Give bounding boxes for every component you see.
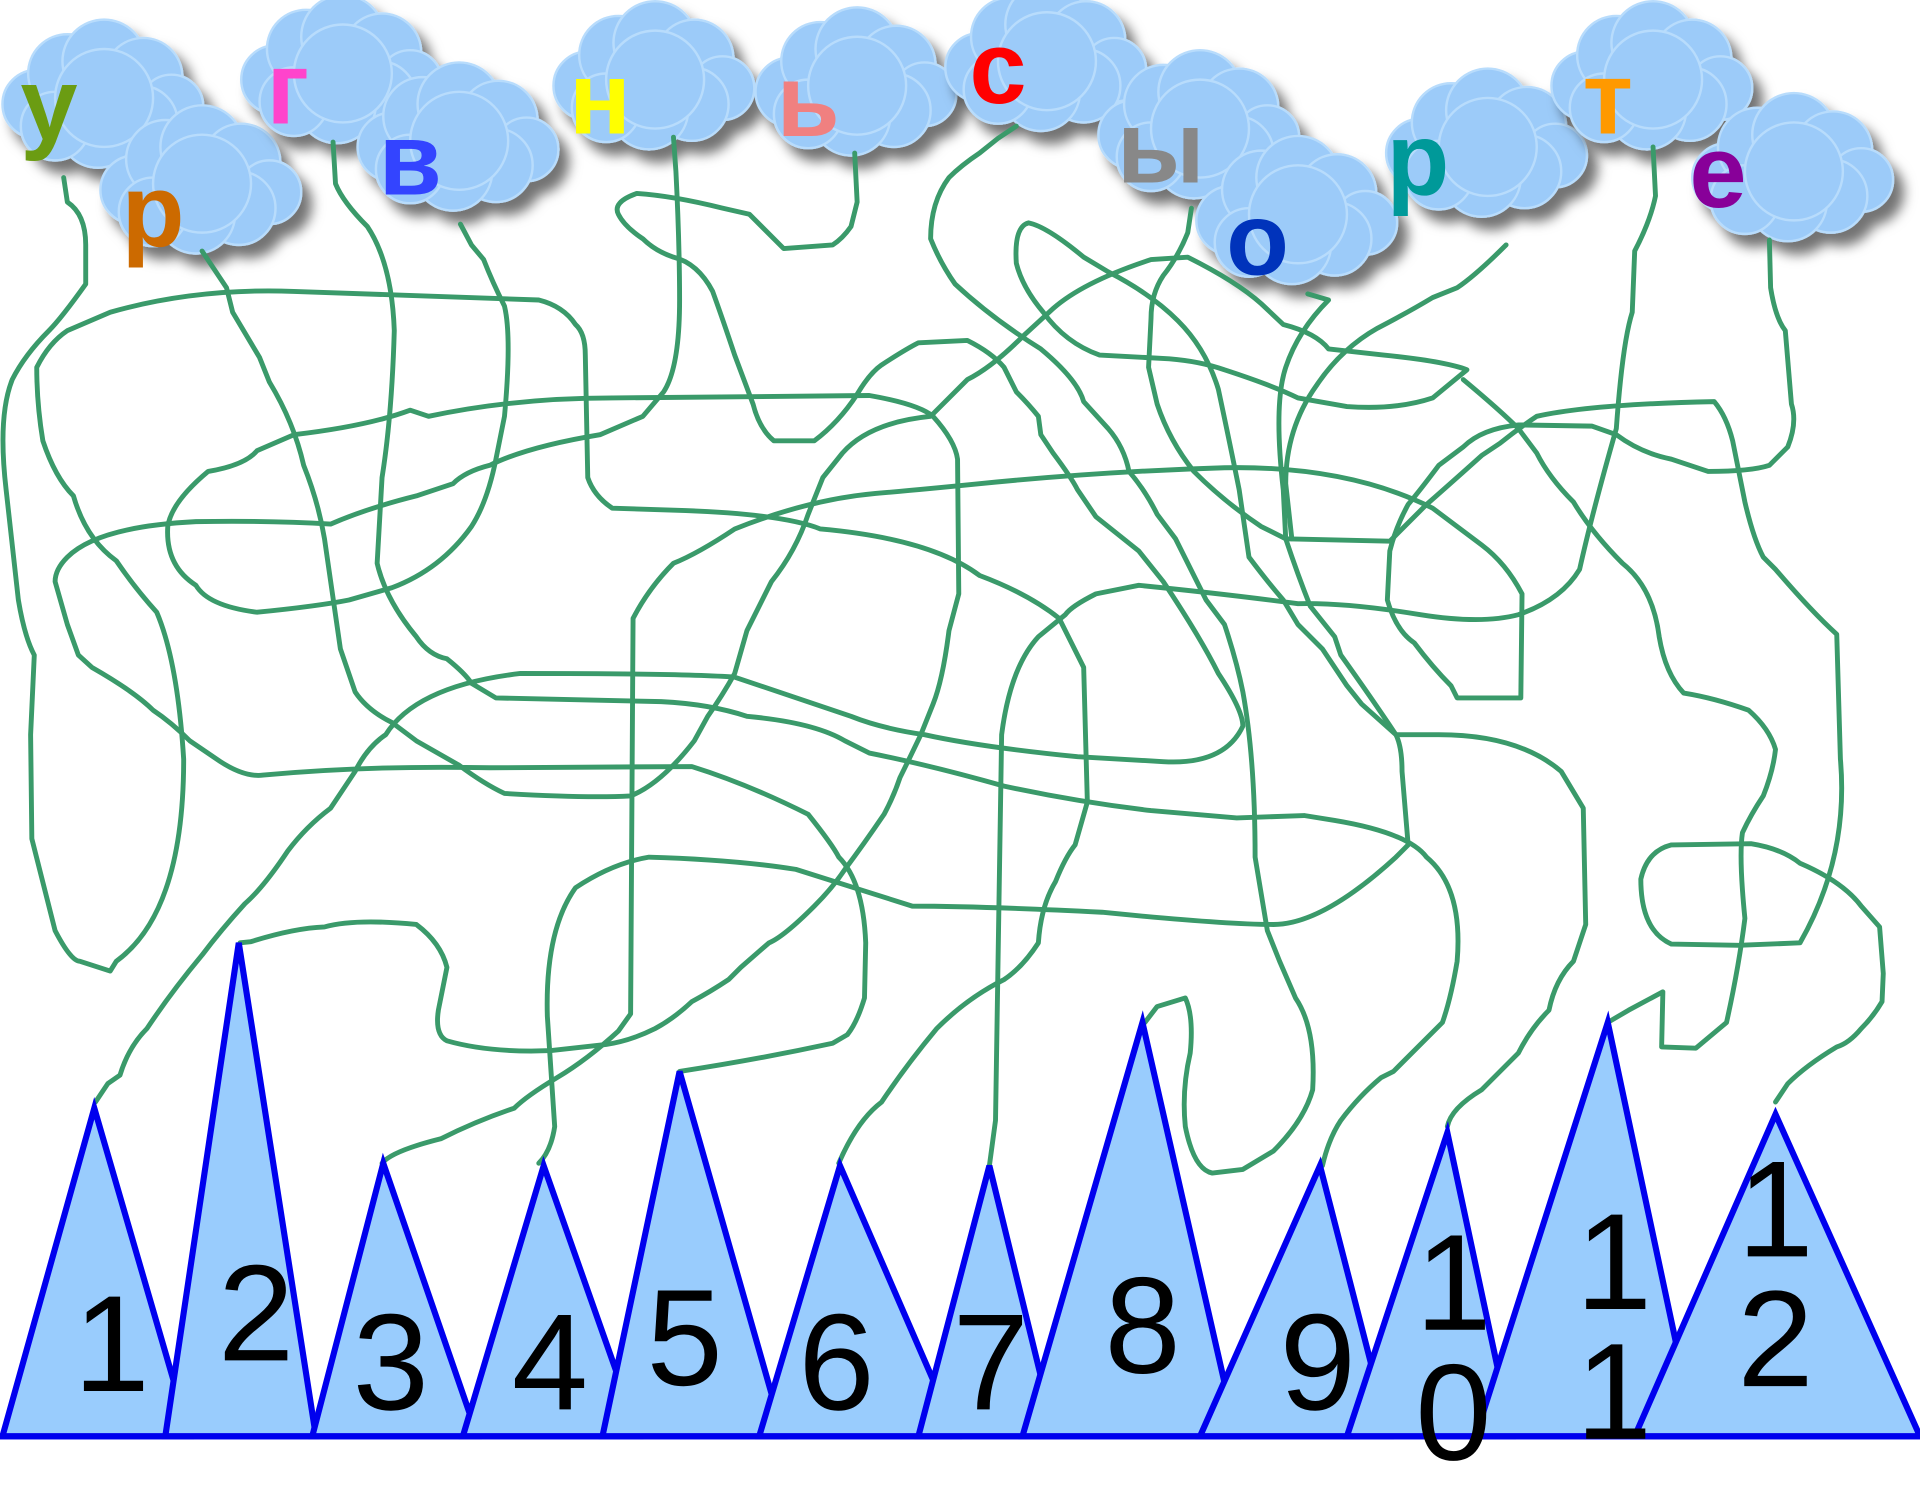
letter: у [20,46,78,162]
cloud-puff [408,90,510,192]
cloud [552,0,756,151]
line [536,291,1411,1166]
number-label: 4 [511,1285,589,1439]
line [928,123,1316,1176]
line [1146,205,1886,1105]
cloud-puff [1602,29,1704,130]
number-label: 1 [73,1267,150,1421]
letter: о [1226,181,1289,297]
letter: ы [1116,89,1205,205]
cloud [1384,67,1589,218]
letter: н [568,40,632,156]
letter: ь [776,42,840,158]
number-label: 8 [1104,1248,1181,1403]
letter: р [121,153,185,269]
cloud [1195,134,1399,286]
cloud [99,104,303,255]
letter: е [1689,113,1747,229]
line [986,144,1658,1169]
cloud-puff [292,23,394,124]
letter: т [1582,40,1633,156]
line [1460,377,1778,1051]
letter: р [1386,101,1450,217]
cloud-puff [151,133,253,234]
number-label: 7 [952,1285,1029,1439]
line [52,134,869,1074]
cloud [1550,0,1754,151]
cloud-puff [1437,96,1538,198]
cloud-puff [996,11,1098,112]
number-label: 11 [1575,1185,1653,1469]
cloud [1691,91,1895,243]
letter: в [378,101,442,217]
letter: с [969,9,1027,125]
line [379,237,1797,1166]
line [165,221,962,1054]
cloud [944,0,1148,133]
board [0,0,1920,1440]
cloud-puff [806,35,908,136]
number-label: 5 [646,1261,723,1415]
cloud [754,6,958,157]
number-label: 3 [352,1285,429,1439]
number-label: 12 [1737,1132,1814,1416]
cloud-puff [604,29,706,130]
line [93,150,1246,1105]
cloud-puff [1247,164,1349,265]
cloud-puff [1149,78,1251,179]
line [330,139,1461,1169]
cloud [356,61,560,212]
clouds [1,0,1895,286]
line [199,220,1589,1129]
line [0,175,1090,1166]
number-label: 2 [217,1236,295,1390]
number-label: 6 [798,1285,875,1439]
line [1283,242,1509,542]
cloud-puff [1743,121,1845,222]
number-label: 9 [1279,1285,1356,1439]
cloud-puff [53,47,155,149]
letter: г [266,30,310,146]
tangled-lines [0,123,1886,1176]
